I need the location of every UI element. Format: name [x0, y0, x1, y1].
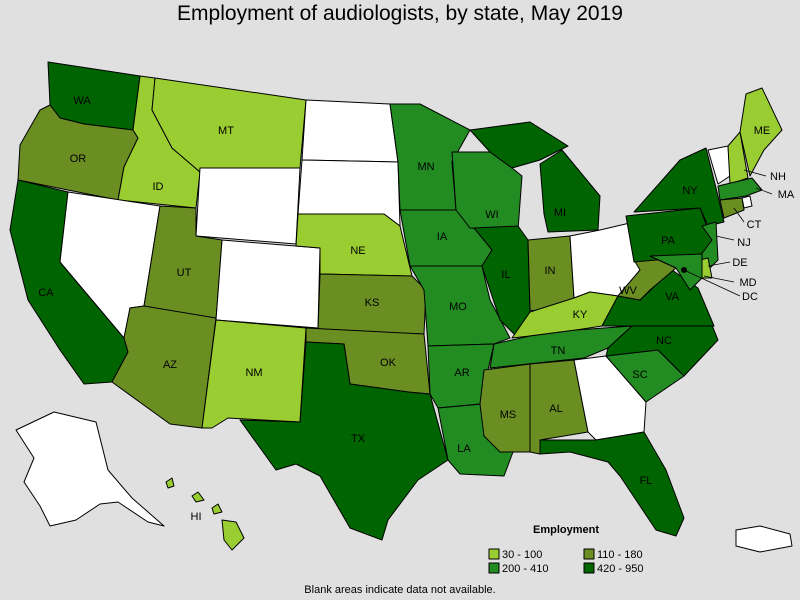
- state-wy[interactable]: [195, 167, 301, 245]
- state-label-pa: PA: [661, 235, 676, 247]
- state-label-id: ID: [153, 181, 164, 193]
- state-label-md: MD: [739, 277, 756, 289]
- state-label-ny: NY: [682, 185, 698, 197]
- state-label-fl: FL: [640, 475, 653, 487]
- legend-swatch-1: [488, 548, 500, 560]
- state-label-de: DE: [732, 257, 747, 269]
- state-label-ma: MA: [778, 189, 795, 201]
- state-label-nm: NM: [245, 367, 262, 379]
- state-hi[interactable]: [165, 477, 245, 551]
- state-label-mn: MN: [417, 161, 434, 173]
- state-label-nc: NC: [656, 335, 672, 347]
- state-label-or: OR: [70, 153, 87, 165]
- state-label-mi: MI: [554, 207, 566, 219]
- state-label-ne: NE: [350, 245, 365, 257]
- state-label-mt: MT: [218, 125, 234, 137]
- state-label-nj: NJ: [737, 237, 750, 249]
- state-label-ar: AR: [454, 367, 469, 379]
- state-ks[interactable]: [317, 273, 427, 335]
- footnote: Blank areas indicate data not available.: [304, 584, 496, 596]
- state-nd[interactable]: [301, 99, 399, 163]
- state-label-ut: UT: [177, 267, 192, 279]
- state-mo[interactable]: [409, 265, 511, 347]
- state-ny[interactable]: [633, 147, 725, 227]
- leader-lines: [683, 169, 773, 297]
- legend-label-3: 200 - 410: [502, 563, 548, 575]
- legend-label-2: 110 - 180: [597, 549, 643, 561]
- state-pr[interactable]: [735, 525, 793, 553]
- legend-swatch-2: [583, 548, 595, 560]
- state-label-ks: KS: [365, 297, 380, 309]
- state-label-tx: TX: [351, 433, 366, 445]
- state-label-va: VA: [665, 291, 680, 303]
- state-label-la: LA: [457, 443, 471, 455]
- state-md[interactable]: [649, 253, 703, 291]
- state-label-dc: DC: [742, 291, 758, 303]
- state-label-ca: CA: [38, 287, 54, 299]
- state-co[interactable]: [215, 239, 321, 329]
- map-title: Employment of audiologists, by state, Ma…: [177, 2, 623, 25]
- state-label-wv: WV: [619, 285, 637, 297]
- state-fl[interactable]: [539, 431, 685, 537]
- state-nh[interactable]: [727, 131, 749, 185]
- state-label-ms: MS: [500, 409, 517, 421]
- legend-label-1: 30 - 100: [502, 549, 542, 561]
- state-tx[interactable]: [239, 341, 449, 541]
- legend-swatch-4: [583, 562, 595, 574]
- legend-label-4: 420 - 950: [597, 563, 643, 575]
- state-label-wa: WA: [73, 95, 91, 107]
- state-label-ct: CT: [747, 219, 762, 231]
- state-label-al: AL: [549, 403, 562, 415]
- state-label-wi: WI: [485, 209, 498, 221]
- state-ma[interactable]: [717, 177, 763, 201]
- state-label-az: AZ: [163, 359, 177, 371]
- state-label-hi: HI: [191, 511, 202, 523]
- state-label-nh: NH: [770, 171, 786, 183]
- legend: Employment 30 - 100 110 - 180 200 - 410 …: [488, 524, 643, 575]
- state-label-il: IL: [501, 269, 510, 281]
- legend-swatch-3: [488, 562, 500, 574]
- state-label-me: ME: [754, 125, 771, 137]
- state-label-ky: KY: [573, 309, 588, 321]
- state-labels: WA OR CA ID MT UT AZ NM NE KS OK TX MN IA MO AR LA WI IL MI…: [38, 95, 795, 523]
- state-label-tn: TN: [551, 345, 566, 357]
- state-label-sc: SC: [632, 369, 647, 381]
- state-ms[interactable]: [479, 363, 531, 453]
- state-label-ia: IA: [437, 231, 448, 243]
- legend-title: Employment: [533, 524, 599, 536]
- state-me[interactable]: [739, 87, 783, 177]
- state-ak[interactable]: [15, 411, 165, 527]
- state-label-in: IN: [545, 265, 556, 277]
- state-ct[interactable]: [719, 197, 745, 219]
- state-label-mo: MO: [449, 301, 467, 313]
- state-label-ok: OK: [380, 357, 397, 369]
